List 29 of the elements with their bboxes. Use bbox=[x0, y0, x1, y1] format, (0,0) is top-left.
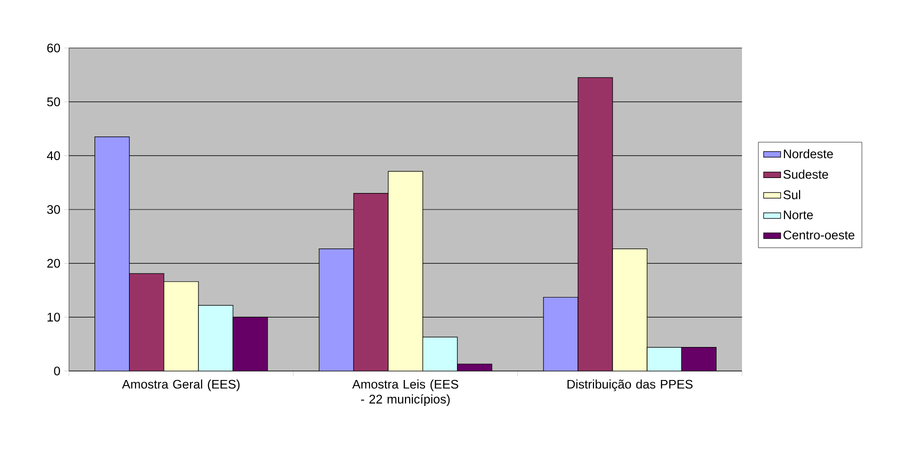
x-tick-label: Amostra Geral (EES) bbox=[122, 379, 240, 392]
bar bbox=[198, 305, 234, 371]
y-tick-label: 10 bbox=[48, 312, 60, 322]
bar bbox=[543, 296, 578, 371]
bar bbox=[612, 248, 648, 371]
bar bbox=[422, 336, 458, 371]
x-tick-label: Distribuição das PPES bbox=[568, 379, 693, 392]
y-tick-label: 40 bbox=[46, 151, 60, 160]
bar bbox=[353, 193, 389, 371]
x-tick-label: Amostra Leis (EES - 22 municípios) bbox=[352, 379, 458, 406]
y-tick-label: 50 bbox=[47, 97, 60, 106]
bar bbox=[578, 77, 613, 371]
bar bbox=[646, 347, 682, 371]
y-tick-label: 60 bbox=[47, 44, 60, 52]
bar bbox=[94, 136, 130, 371]
bar bbox=[388, 170, 424, 371]
legend-label: Nordeste bbox=[784, 149, 833, 158]
y-tick-label: 20 bbox=[47, 258, 60, 268]
legend-label: Sul bbox=[784, 190, 800, 200]
y-tick-label: 30 bbox=[47, 205, 60, 214]
bar bbox=[129, 273, 164, 371]
legend-label: Norte bbox=[784, 210, 813, 220]
y-tick-label: 0 bbox=[54, 366, 60, 376]
bar bbox=[318, 248, 354, 371]
legend-label: Sudeste bbox=[784, 170, 828, 179]
bar bbox=[164, 281, 199, 371]
bar bbox=[232, 316, 268, 371]
bar bbox=[681, 347, 717, 371]
legend-label: Centro-oeste bbox=[784, 230, 854, 240]
